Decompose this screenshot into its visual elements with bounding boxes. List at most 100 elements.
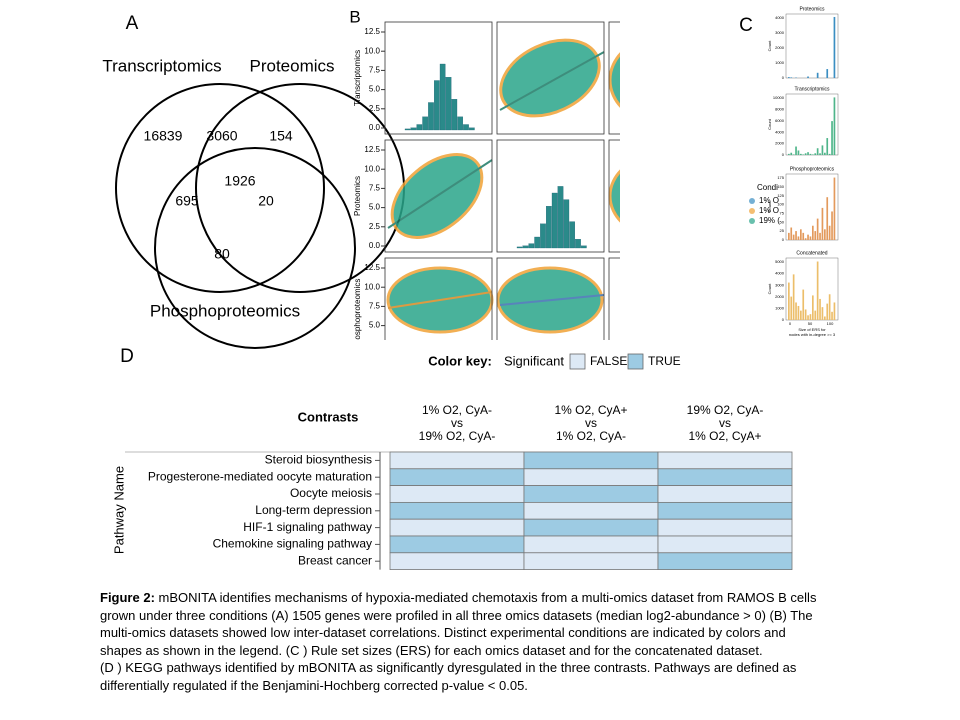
histogram-title: Transcriptomics [794,86,830,92]
column-label: vs [585,416,597,430]
heatmap-cell [523,552,659,570]
venn-set-label: Proteomics [249,56,334,75]
histogram-bar [802,232,805,240]
pairplot-ytick: 12.5 [364,27,380,36]
caption-text: shapes as shown in the legend. (C ) Rule… [100,642,763,658]
caption-text: (D ) KEGG pathways identified by mBONITA… [100,660,797,676]
histogram-bar [792,234,795,240]
column-label: 1% O2, CyA+ [554,403,627,417]
histogram-ytick: 3000 [775,30,785,35]
heatmap-cell [657,485,793,503]
heatmap-cell [389,451,525,470]
histogram-ytick: 8000 [775,106,785,111]
histogram-bar [682,329,690,340]
venn-circle [154,147,356,349]
histogram-bar [800,153,802,155]
pairplot-ytick: 0.0 [369,123,381,132]
histogram-ytick: 0 [782,317,785,322]
pairplot-cell [384,257,493,340]
histogram-bar [826,303,829,320]
row-label: Chemokine signaling pathway [213,537,372,551]
histogram-bar [690,337,698,340]
histogram-bar [451,99,458,131]
heatmap-cell [523,451,659,470]
histogram-bar [831,121,833,155]
venn-count: 20 [258,193,274,209]
histogram-ylabel: Count [767,201,772,213]
pairplot-ytick: 7.5 [369,66,381,75]
histogram-bar [821,207,824,240]
histogram-ytick: 4000 [775,271,785,276]
row-label: Breast cancer [298,553,372,567]
column-label: vs [719,416,731,430]
histogram-bar [816,218,819,240]
histogram-bar [802,289,805,320]
histogram-xtick: 50 [808,321,813,326]
histogram-bar [422,116,428,131]
histogram-bar [575,239,581,249]
heatmap-title: Contrasts [298,409,359,424]
histogram-bar [788,153,790,155]
pairplot-ytick: 10.0 [364,46,380,55]
heatmap-cell [657,451,793,470]
histogram-ytick: 2000 [775,294,785,299]
histogram-ylabel: Count [767,118,772,130]
histogram-bar [831,211,833,240]
histogram-bar [819,153,821,155]
histogram-ytick: 6000 [775,118,785,123]
pairplot-ytick: 10.0 [364,282,380,291]
histogram-bar [807,76,809,78]
legend-marker [749,218,755,224]
histogram-ytick: 100 [777,202,784,207]
histogram-bar [800,229,802,240]
histogram-bar [809,314,812,320]
panel-label: B [349,7,360,26]
histogram-bar [819,232,821,240]
histogram-bar [792,274,795,320]
heatmap-cell [657,535,793,554]
heatmap-cell [389,552,525,570]
caption-line: multi-omics datasets showed low inter-da… [100,624,900,642]
heatmap-cell [389,485,525,503]
histogram-bar [540,223,546,249]
pairplot-ytick: 2.5 [369,222,381,231]
histogram-bar [807,315,809,320]
histogram-bar [516,246,523,249]
histogram-bar [797,305,800,320]
histogram-bar [809,236,812,240]
histogram-bar [804,238,807,240]
heatmap-legend-level: FALSE [590,354,627,368]
legend-title: Condi [757,183,778,192]
legend-marker [749,208,755,214]
histogram-bar [833,177,836,240]
pairplot-cell [608,139,620,253]
histogram-bar [790,77,793,78]
caption-text: grown under three conditions (A) 1505 ge… [100,607,813,623]
caption-line: differentially regulated if the Benjamin… [100,677,900,695]
histogram-bar [828,225,831,240]
venn-count: 16839 [144,128,183,144]
histogram-bar [792,154,795,155]
histogram-bar [673,307,681,340]
histogram-bar [828,294,831,320]
venn-count: 3060 [206,128,237,144]
histogram-bar [434,80,440,131]
histogram-bar [463,124,469,131]
histogram-bar [816,261,819,320]
histogram-bar [833,302,836,320]
pairplot-ytick: 7.5 [369,184,381,193]
histogram-bar [812,295,814,320]
caption-line: (D ) KEGG pathways identified by mBONITA… [100,659,900,677]
pairplot: Transcriptomics 12.5 10.0 7.5 5.0 2.5 0.0 Prote… [353,21,698,340]
histogram-bar [647,320,655,340]
histogram-xlabel: Size of ERS for [798,327,826,332]
heatmap-cell [523,518,659,537]
histogram-bar [469,127,475,131]
histogram-bar [788,232,790,240]
venn-count: 154 [269,128,293,144]
panel-label: A [126,13,139,34]
caption-line: shapes as shown in the legend. (C ) Rule… [100,642,900,660]
pairplot-cell [384,139,493,253]
heatmap-cell [389,535,525,554]
scatter-clouds [386,38,620,334]
